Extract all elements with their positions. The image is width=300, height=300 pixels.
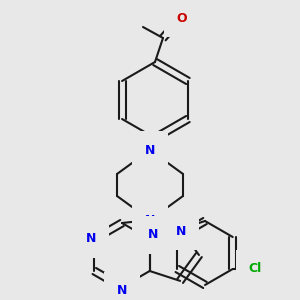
Text: N: N [86, 232, 97, 245]
Text: N: N [145, 214, 155, 226]
Text: N: N [145, 143, 155, 157]
Text: O: O [177, 11, 187, 25]
Text: N: N [117, 284, 127, 298]
Text: N: N [148, 229, 158, 242]
Text: N: N [176, 225, 186, 238]
Text: Cl: Cl [248, 262, 261, 275]
